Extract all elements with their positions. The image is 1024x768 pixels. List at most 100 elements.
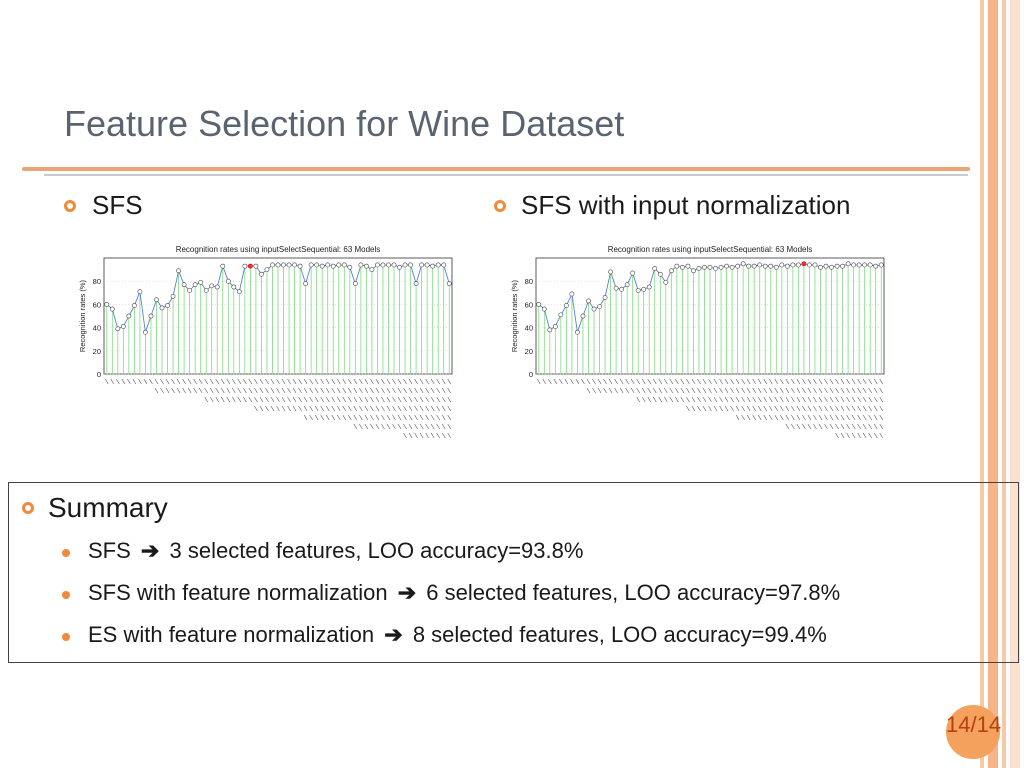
data-point <box>657 271 663 277</box>
x-tick-mark <box>542 378 547 385</box>
data-point <box>231 284 237 290</box>
data-point <box>352 281 358 286</box>
data-point <box>303 281 309 286</box>
x-tick-mark <box>868 405 872 412</box>
x-tick-mark <box>276 405 280 412</box>
x-tick-mark <box>254 405 258 412</box>
x-tick-mark <box>403 414 407 421</box>
x-tick-mark <box>791 405 795 412</box>
bullet-ring-icon <box>22 502 34 514</box>
data-point <box>380 262 386 268</box>
x-tick-mark <box>441 423 446 430</box>
x-tick-mark <box>165 387 170 394</box>
y-tick-label: 0 <box>529 370 533 379</box>
page-number: 14/14 <box>946 712 1002 737</box>
x-tick-mark <box>298 378 302 385</box>
x-tick-mark <box>408 414 413 421</box>
x-tick-mark <box>441 378 446 385</box>
x-tick-mark <box>862 423 867 430</box>
x-tick-mark <box>818 405 823 412</box>
x-tick-mark <box>741 387 745 394</box>
x-tick-mark <box>791 378 795 385</box>
x-tick-mark <box>796 378 801 385</box>
x-tick-mark <box>763 378 767 385</box>
data-point <box>707 264 713 270</box>
x-tick-mark <box>763 387 767 394</box>
x-tick-mark <box>414 432 418 439</box>
data-point <box>679 264 685 270</box>
x-tick-mark <box>763 405 767 412</box>
data-point <box>773 264 779 270</box>
x-tick-mark <box>160 378 164 385</box>
x-tick-mark <box>791 414 795 421</box>
x-tick-mark <box>735 396 740 403</box>
x-tick-mark <box>254 378 258 385</box>
x-tick-mark <box>802 387 806 394</box>
x-tick-mark <box>397 405 402 412</box>
data-point <box>131 303 137 308</box>
data-point <box>575 329 580 335</box>
data-point <box>159 305 165 311</box>
data-point <box>203 288 209 293</box>
y-tick-label: 20 <box>93 347 101 356</box>
bullet-dot-icon <box>62 549 70 557</box>
x-tick-mark <box>132 378 137 385</box>
x-tick-mark <box>553 378 558 385</box>
x-tick-mark <box>375 405 380 412</box>
x-tick-mark <box>270 405 275 412</box>
x-tick-mark <box>829 378 834 385</box>
x-tick-mark <box>835 405 839 412</box>
x-tick-mark <box>425 414 429 421</box>
best-point <box>801 261 807 267</box>
data-point <box>740 261 746 267</box>
data-point <box>580 313 586 319</box>
x-tick-mark <box>353 414 358 421</box>
x-tick-mark <box>807 396 812 403</box>
data-point <box>541 306 547 312</box>
x-tick-mark <box>691 387 696 394</box>
data-point <box>209 283 215 289</box>
x-tick-mark <box>664 396 668 403</box>
data-point <box>198 279 204 285</box>
x-tick-mark <box>879 405 883 412</box>
x-tick-mark <box>774 378 779 385</box>
data-point <box>270 262 275 268</box>
data-point <box>790 262 796 268</box>
x-tick-mark <box>237 396 242 403</box>
x-tick-mark <box>337 378 341 385</box>
x-tick-mark <box>359 378 363 385</box>
x-tick-mark <box>325 396 330 403</box>
data-point <box>685 263 691 269</box>
data-point <box>253 263 259 269</box>
data-point <box>652 266 658 271</box>
x-tick-mark <box>868 387 872 394</box>
arrow-right-icon: ➔ <box>397 580 417 605</box>
x-tick-mark <box>702 378 707 385</box>
x-tick-mark <box>348 387 352 394</box>
x-tick-mark <box>763 414 767 421</box>
x-tick-mark <box>447 414 451 421</box>
x-tick-mark <box>441 396 446 403</box>
x-tick-mark <box>846 432 850 439</box>
summary-item-method: ES with feature normalization <box>88 622 375 647</box>
x-tick-mark <box>359 396 363 403</box>
data-point <box>613 285 619 291</box>
x-tick-mark <box>375 423 380 430</box>
x-tick-mark <box>730 405 734 412</box>
x-tick-mark <box>675 378 679 385</box>
data-point <box>597 304 602 310</box>
x-tick-mark <box>857 432 861 439</box>
x-tick-mark <box>813 414 817 421</box>
x-tick-mark <box>752 405 756 412</box>
x-tick-mark <box>780 396 784 403</box>
x-tick-mark <box>342 405 347 412</box>
x-tick-mark <box>187 387 192 394</box>
x-tick-mark <box>807 378 812 385</box>
data-point <box>341 262 347 268</box>
x-tick-mark <box>430 378 435 385</box>
data-point <box>120 324 126 329</box>
bullet-ring-icon <box>494 200 506 212</box>
x-tick-mark <box>879 396 883 403</box>
x-tick-mark <box>408 405 413 412</box>
x-tick-mark <box>879 387 883 394</box>
